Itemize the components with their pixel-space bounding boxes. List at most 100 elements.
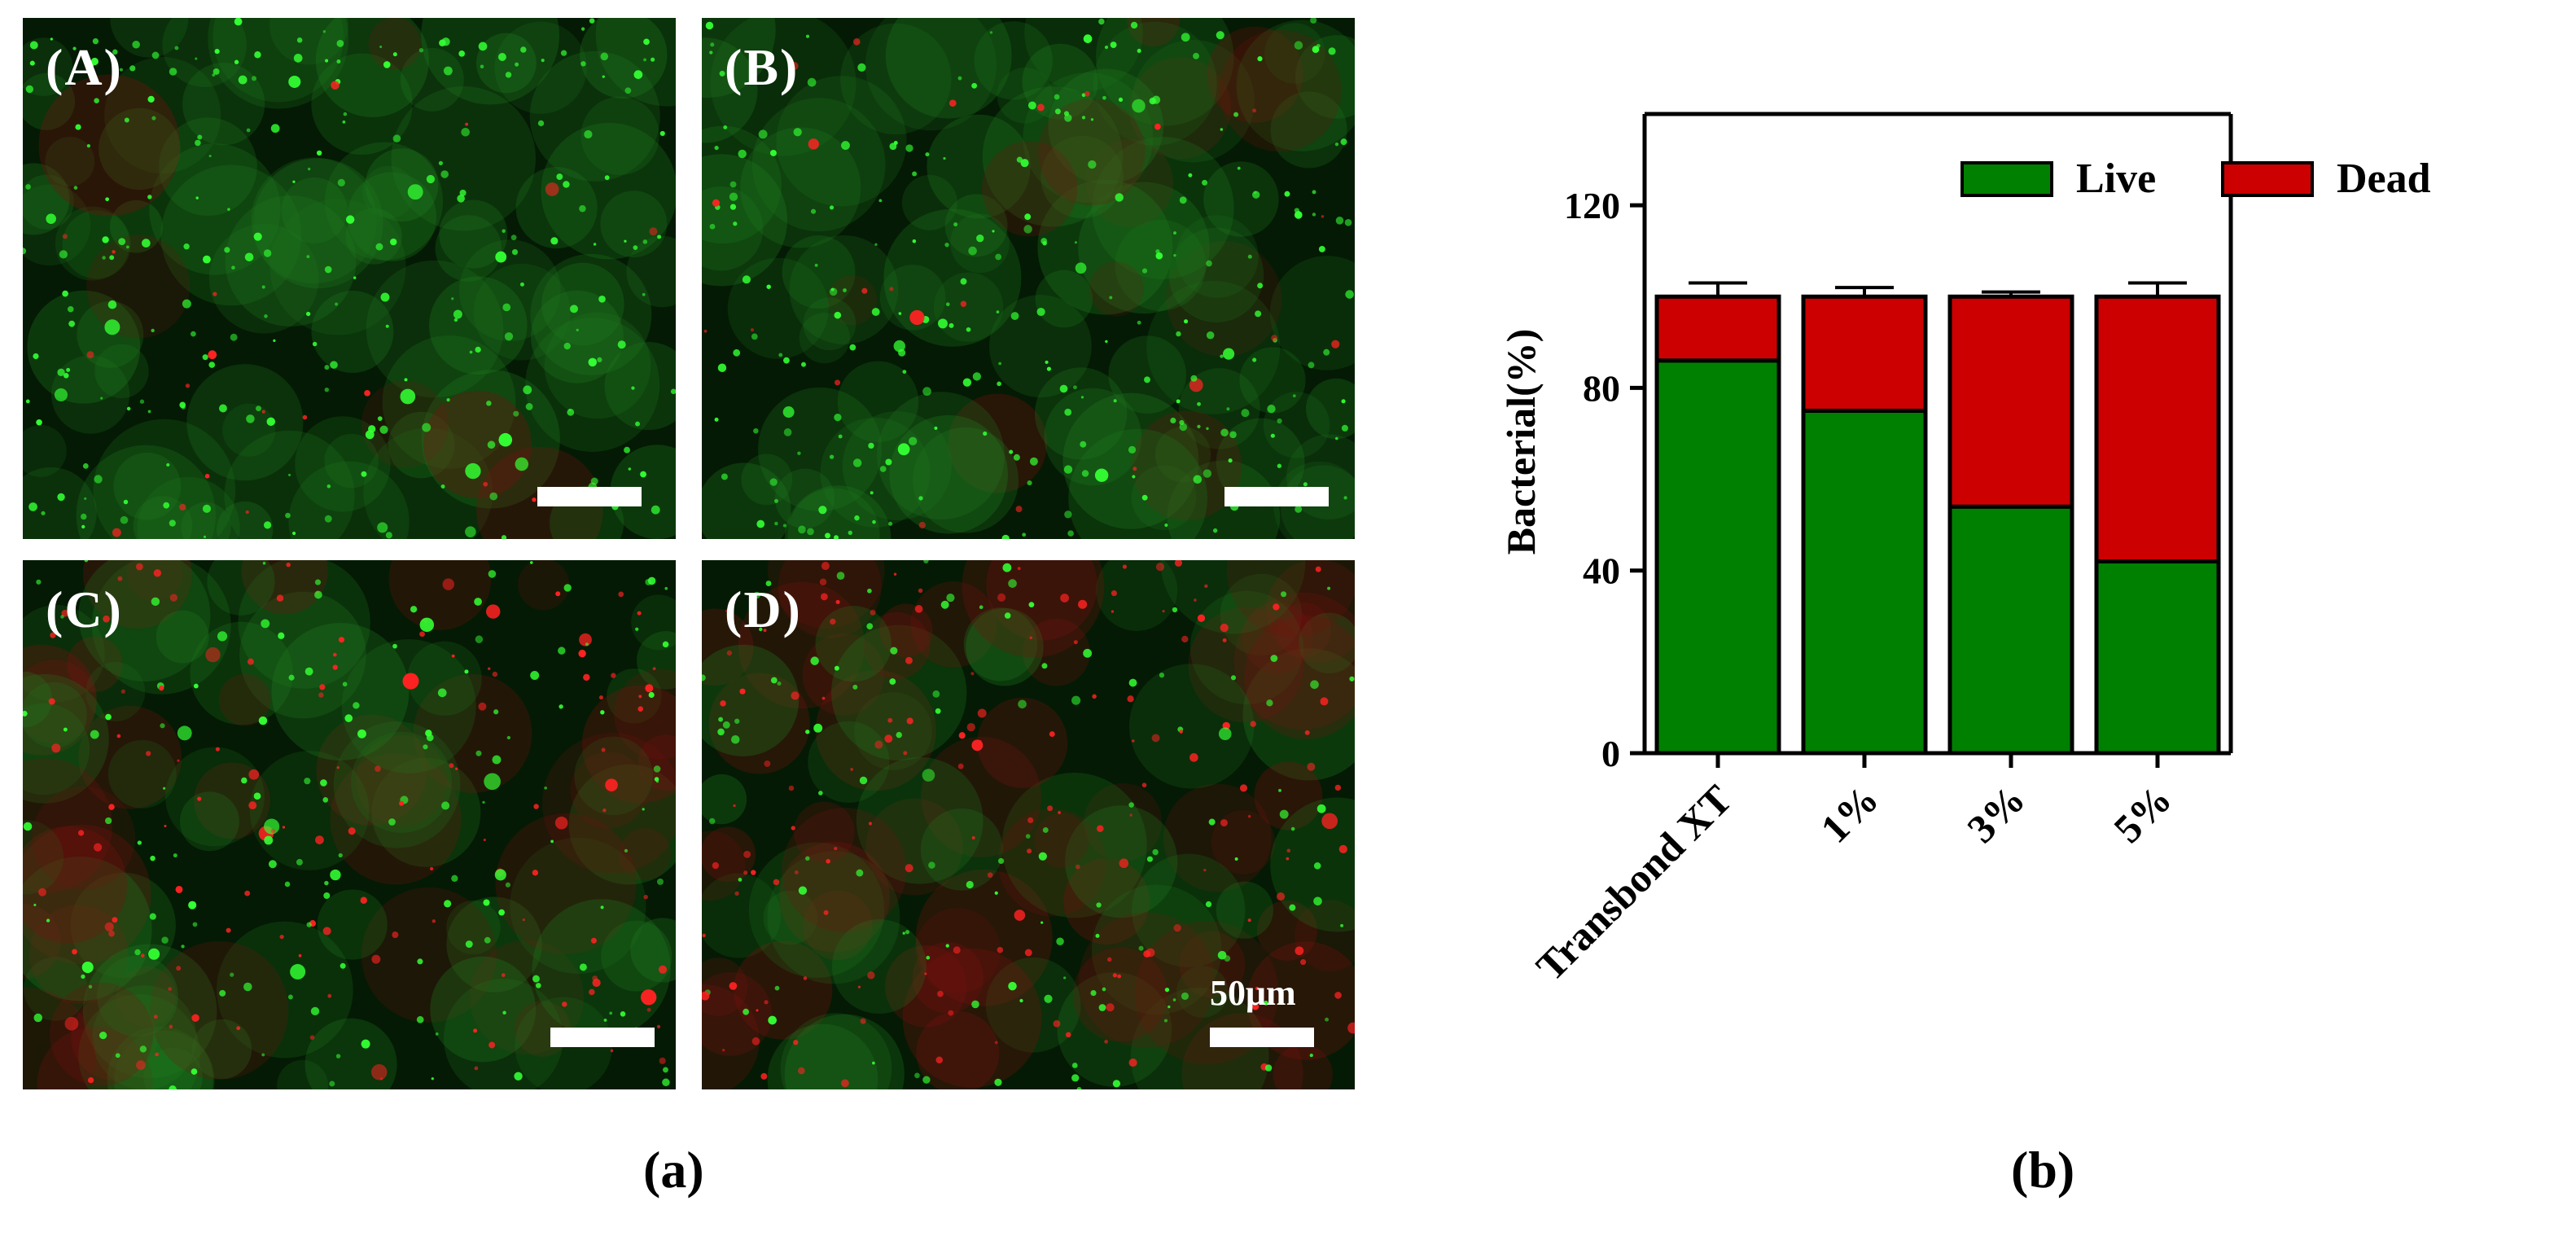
live-cell	[361, 1039, 370, 1049]
live-cell	[132, 41, 140, 49]
live-cell	[836, 572, 845, 580]
dead-cell	[734, 891, 739, 896]
live-cell	[1344, 218, 1352, 226]
haze-blob	[1166, 241, 1282, 357]
live-cell	[968, 246, 977, 256]
live-cell	[1008, 579, 1017, 588]
haze-blob	[71, 993, 158, 1081]
dead-cell	[451, 654, 455, 658]
haze-blob	[977, 697, 1068, 788]
live-cell	[453, 318, 458, 322]
live-cell	[100, 397, 103, 400]
dead-cell	[140, 953, 145, 958]
live-cell	[1036, 307, 1045, 317]
dead-cell	[179, 503, 186, 511]
haze-blob	[350, 731, 453, 833]
live-cell	[834, 414, 842, 422]
live-cell	[29, 41, 38, 50]
live-cell	[742, 275, 751, 284]
live-cell	[670, 388, 676, 395]
haze-blob	[879, 264, 946, 331]
live-cell	[1144, 376, 1150, 384]
live-cell	[465, 940, 473, 949]
live-cell	[483, 899, 490, 906]
haze-blob	[1216, 881, 1274, 939]
live-cell	[1102, 95, 1106, 100]
dead-cell	[117, 576, 123, 581]
live-cell	[304, 667, 313, 676]
dead-cell	[555, 591, 561, 597]
dead-cell	[1127, 695, 1134, 703]
live-cell	[353, 702, 360, 709]
live-cell	[238, 75, 248, 85]
live-cell	[501, 535, 507, 539]
live-cell	[717, 728, 725, 736]
dead-cell	[120, 689, 125, 694]
haze-blob	[920, 808, 1003, 891]
live-cell	[385, 532, 392, 539]
live-cell	[934, 426, 938, 430]
live-cell	[962, 378, 972, 387]
haze-blob	[365, 148, 439, 222]
x-tick-label: Transbond XT	[1527, 776, 1741, 989]
haze-blob	[1239, 347, 1306, 414]
dead-cell	[62, 234, 68, 239]
live-cell	[25, 399, 30, 404]
haze-blob	[529, 50, 660, 182]
haze-blob	[1023, 72, 1154, 204]
dead-cell	[743, 870, 748, 875]
haze-blob	[740, 127, 861, 248]
live-cell	[912, 171, 918, 177]
live-cell	[1164, 523, 1168, 528]
live-cell	[624, 848, 629, 852]
live-cell	[805, 856, 810, 861]
haze-blob	[727, 257, 829, 359]
dead-cell	[545, 182, 559, 196]
live-cell	[33, 1013, 43, 1023]
haze-blob	[863, 611, 931, 679]
haze-blob	[734, 940, 833, 1040]
legend-swatch-live	[1960, 161, 2053, 197]
live-cell	[878, 199, 883, 203]
haze-blob	[341, 638, 476, 774]
live-cell	[23, 710, 28, 717]
haze-blob	[1022, 43, 1098, 120]
dead-cell	[1173, 923, 1181, 932]
live-cell	[922, 1076, 931, 1084]
live-cell	[41, 511, 46, 515]
haze-blob	[574, 736, 653, 816]
live-cell	[264, 314, 268, 318]
live-cell	[107, 300, 117, 309]
live-cell	[1132, 475, 1136, 479]
live-cell	[1340, 138, 1347, 146]
live-cell	[628, 467, 632, 471]
live-cell	[214, 49, 220, 55]
live-cell	[1345, 290, 1354, 299]
live-cell	[1184, 319, 1189, 324]
y-tick-label: 120	[1564, 185, 1620, 226]
haze-blob	[1176, 215, 1259, 298]
haze-blob	[443, 979, 563, 1089]
live-cell	[484, 936, 491, 944]
live-cell	[657, 234, 662, 239]
dead-cell	[1027, 848, 1032, 854]
live-cell	[709, 50, 713, 55]
dead-cell	[726, 650, 733, 656]
live-cell	[570, 305, 578, 313]
haze-blob	[702, 774, 747, 825]
haze-blob	[1233, 592, 1355, 730]
live-cell	[377, 522, 388, 533]
haze-blob	[225, 195, 357, 327]
live-cell	[1202, 179, 1208, 186]
live-cell	[801, 362, 806, 367]
dead-cell	[1252, 108, 1257, 113]
micrograph-b: (B)	[702, 18, 1355, 539]
haze-blob	[156, 610, 209, 664]
live-cell	[1206, 427, 1209, 431]
live-cell	[459, 189, 467, 196]
dead-cell	[483, 839, 486, 842]
dead-cell	[276, 594, 284, 602]
dead-cell	[750, 328, 754, 332]
live-cell	[191, 331, 196, 337]
live-cell	[563, 584, 572, 592]
